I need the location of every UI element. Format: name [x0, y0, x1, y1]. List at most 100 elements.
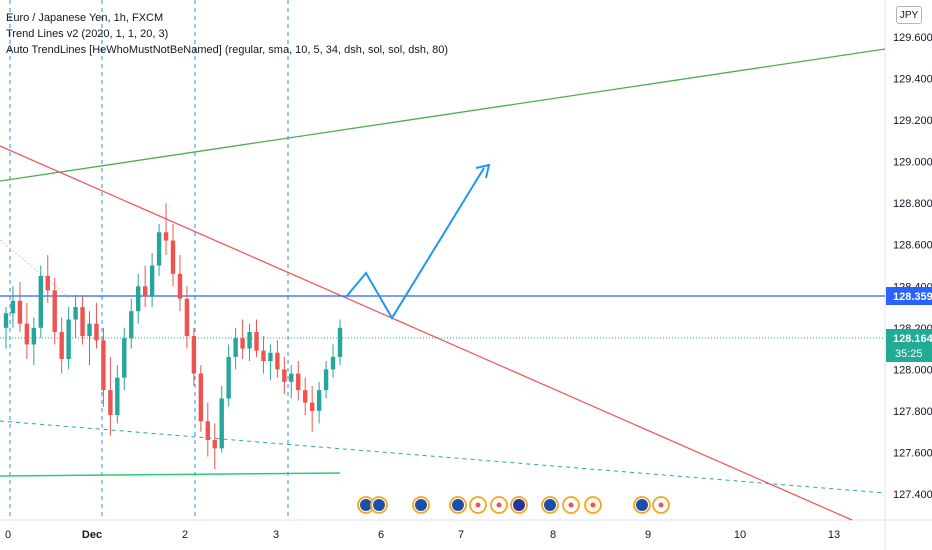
- candle: [282, 356, 287, 395]
- candle: [219, 385, 224, 453]
- price-tick-label: 129.600: [893, 32, 932, 44]
- candle: [122, 327, 127, 391]
- last-price-badge: [886, 329, 932, 362]
- economic-event-marker[interactable]: [584, 496, 602, 514]
- currency-button[interactable]: JPY: [896, 6, 922, 24]
- candle: [31, 317, 37, 366]
- indicator-auto-trendlines[interactable]: Auto TrendLines [HeWhoMustNotBeNamed] (r…: [6, 44, 449, 56]
- price-axis: 129.600 129.400 129.200 129.000 128.800 128.6…: [893, 32, 932, 501]
- candle: [191, 327, 197, 386]
- plot-area[interactable]: [0, 0, 885, 520]
- red-trendline[interactable]: [0, 145, 853, 521]
- candle: [108, 356, 113, 436]
- faint-pink-line: [0, 239, 71, 299]
- price-tick-label: 127.800: [893, 406, 932, 418]
- candle: [101, 327, 106, 407]
- candle: [129, 298, 134, 349]
- economic-event-marker[interactable]: [490, 496, 508, 514]
- candle: [177, 255, 183, 312]
- candle: [330, 344, 336, 378]
- candle: [303, 377, 308, 416]
- blue-line-price-label: 128.359: [893, 291, 932, 303]
- candle: [73, 294, 78, 339]
- candle: [323, 361, 329, 399]
- candle: [275, 340, 280, 378]
- candle: [233, 327, 238, 370]
- last-price-label: 128.164: [893, 333, 932, 345]
- candle: [3, 307, 9, 349]
- candle: [10, 286, 16, 328]
- price-tick-label: 129.400: [893, 74, 932, 86]
- economic-event-marker[interactable]: [652, 496, 670, 514]
- time-tick-label: 8: [550, 529, 556, 541]
- candles: [3, 203, 343, 470]
- candle: [226, 344, 231, 407]
- candle: [309, 385, 315, 432]
- economic-event-marker[interactable]: [633, 496, 651, 514]
- horizontal-support-line[interactable]: [0, 472, 341, 477]
- time-tick-label: Dec: [82, 529, 102, 541]
- candle: [205, 402, 210, 457]
- candle: [80, 296, 85, 345]
- price-tick-label: 129.200: [893, 115, 932, 127]
- green-trendline[interactable]: [0, 48, 886, 182]
- price-tick-label: 128.600: [893, 240, 932, 252]
- candle: [184, 286, 190, 349]
- candle: [24, 302, 30, 359]
- candle: [254, 319, 259, 357]
- blue-line-price-badge: [886, 287, 932, 305]
- time-tick-label: 6: [378, 529, 384, 541]
- candle: [87, 311, 92, 366]
- session-lines: [9, 0, 289, 520]
- candle: [261, 336, 266, 374]
- candle: [337, 319, 343, 366]
- projection-arrowhead: [475, 163, 491, 179]
- time-tick-label: 2: [182, 529, 188, 541]
- candle: [136, 273, 141, 324]
- time-tick-label: 3: [273, 529, 279, 541]
- dashed-support-trendline[interactable]: [0, 420, 886, 494]
- time-tick-label: 0: [5, 529, 11, 541]
- economic-event-marker[interactable]: [469, 496, 487, 514]
- candle: [17, 282, 23, 332]
- economic-event-marker[interactable]: [562, 496, 580, 514]
- candle: [149, 253, 155, 308]
- candle: [59, 317, 64, 374]
- time-axis: 0 Dec 2 3 6 7 8 9 10 13: [5, 529, 840, 541]
- candle: [115, 365, 120, 424]
- price-tick-label: 127.600: [893, 447, 932, 459]
- candle: [212, 423, 217, 470]
- candle: [52, 277, 57, 345]
- economic-event-marker[interactable]: [357, 496, 375, 514]
- indicator-trend-lines[interactable]: Trend Lines v2 (2020, 1, 1, 20, 3): [6, 28, 169, 40]
- candle: [296, 361, 301, 401]
- event-markers: [357, 496, 670, 514]
- price-tick-label: 128.800: [893, 198, 932, 210]
- economic-event-marker[interactable]: [412, 496, 430, 514]
- candle: [142, 265, 148, 308]
- candle: [163, 203, 169, 256]
- candle: [45, 255, 50, 303]
- countdown-label: 35:25: [895, 348, 923, 360]
- projection-path[interactable]: [345, 167, 485, 320]
- candle: [38, 265, 43, 339]
- time-tick-label: 7: [458, 529, 464, 541]
- candle: [240, 319, 245, 359]
- candle: [94, 302, 99, 349]
- time-tick-label: 9: [645, 529, 651, 541]
- price-tick-label: 127.400: [893, 489, 932, 501]
- chart-legend: Euro / Japanese Yen, 1h, FXCM Trend Line…: [6, 10, 448, 58]
- candle: [198, 365, 204, 432]
- price-tick-label: 128.000: [893, 364, 932, 376]
- candle: [247, 323, 252, 362]
- symbol-title[interactable]: Euro / Japanese Yen, 1h, FXCM: [6, 12, 164, 24]
- candle: [268, 344, 273, 380]
- economic-event-marker[interactable]: [510, 496, 528, 514]
- economic-event-marker[interactable]: [541, 496, 559, 514]
- economic-event-marker[interactable]: [449, 496, 467, 514]
- price-tick-label: 129.000: [893, 157, 932, 169]
- time-tick-label: 13: [828, 529, 840, 541]
- candle: [66, 307, 71, 370]
- economic-event-marker[interactable]: [370, 496, 388, 514]
